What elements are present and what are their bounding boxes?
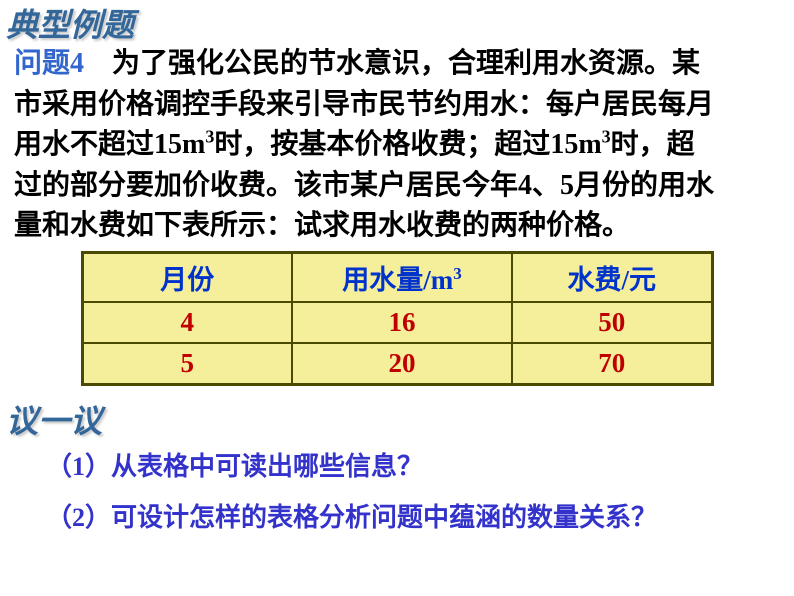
table-row: 4 16 50	[82, 302, 712, 343]
section-header-examples: 典型例题	[0, 0, 794, 46]
cell-fee: 50	[512, 302, 712, 343]
cell-fee: 70	[512, 343, 712, 385]
sup-cube-hdr: 3	[453, 264, 462, 283]
discuss-q1: （1）从表格中可读出哪些信息？	[0, 446, 794, 483]
discuss-block: 议一议 （1）从表格中可读出哪些信息？ （2）可设计怎样的表格分析问题中蕴涵的数…	[0, 396, 794, 534]
problem-line1: 为了强化公民的节水意识，合理利用水资源。某	[112, 48, 700, 79]
col-header-usage: 用水量/m3	[292, 252, 512, 302]
cell-usage: 20	[292, 343, 512, 385]
problem-label: 问题4	[14, 48, 84, 79]
problem-line3c: 时，超	[611, 129, 695, 160]
cell-month: 5	[82, 343, 292, 385]
problem-line3a: 用水不超过15m	[14, 129, 205, 160]
problem-line3b: 时，按基本价格收费；超过15m	[214, 129, 601, 160]
usage-label: 用水量/m	[342, 265, 453, 295]
col-header-month: 月份	[82, 252, 292, 302]
water-table: 月份 用水量/m3 水费/元 4 16 50 5 20 70	[81, 251, 714, 386]
sup-cube-1: 3	[205, 127, 214, 147]
table-container: 月份 用水量/m3 水费/元 4 16 50 5 20 70	[0, 251, 794, 386]
section-header-discuss: 议一议	[0, 396, 794, 442]
cell-month: 4	[82, 302, 292, 343]
col-header-fee: 水费/元	[512, 252, 712, 302]
discuss-q2: （2）可设计怎样的表格分析问题中蕴涵的数量关系？	[0, 497, 794, 534]
table-row: 5 20 70	[82, 343, 712, 385]
problem-paragraph: 问题4 为了强化公民的节水意识，合理利用水资源。某 市采用价格调控手段来引导市民…	[0, 44, 794, 247]
problem-line2: 市采用价格调控手段来引导市民节约用水：每户居民每月	[14, 89, 714, 120]
cell-usage: 16	[292, 302, 512, 343]
problem-line4: 过的部分要加价收费。该市某户居民今年4、5月份的用水	[14, 170, 714, 201]
sup-cube-2: 3	[602, 127, 611, 147]
problem-line5: 量和水费如下表所示：试求用水收费的两种价格。	[14, 210, 630, 241]
table-header-row: 月份 用水量/m3 水费/元	[82, 252, 712, 302]
